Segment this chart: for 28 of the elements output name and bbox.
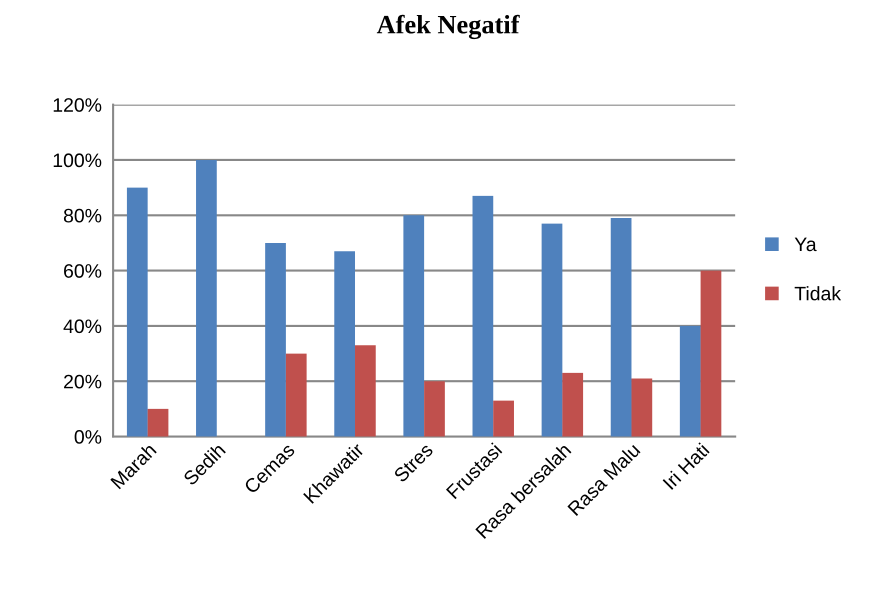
bar — [610, 218, 632, 437]
y-tick-label: 80% — [64, 208, 102, 223]
bar — [355, 345, 376, 437]
bar — [631, 378, 652, 437]
bar — [680, 326, 701, 437]
y-tick-label: 120% — [54, 98, 102, 112]
legend-label: Ya — [794, 238, 817, 252]
bar — [472, 196, 494, 437]
bar — [148, 408, 168, 437]
bar — [403, 215, 424, 437]
bar — [700, 270, 722, 437]
legend-label: Tidak — [794, 286, 842, 300]
y-tick-label: 40% — [64, 319, 102, 334]
bar — [196, 160, 217, 437]
bar — [334, 251, 356, 437]
x-tick-label: Iri Hati — [662, 442, 710, 490]
y-tick-label: 20% — [64, 374, 102, 388]
bar — [286, 354, 307, 437]
y-tick-label: 60% — [64, 264, 102, 278]
bar — [126, 188, 148, 437]
bar — [424, 381, 445, 437]
bar — [493, 400, 514, 437]
bar — [542, 224, 562, 437]
chart-title: Afek Negatif — [376, 14, 520, 40]
bar — [562, 372, 584, 437]
y-tick-label: 0% — [74, 430, 102, 444]
bar — [265, 242, 286, 437]
y-tick-label: 100% — [54, 153, 102, 168]
